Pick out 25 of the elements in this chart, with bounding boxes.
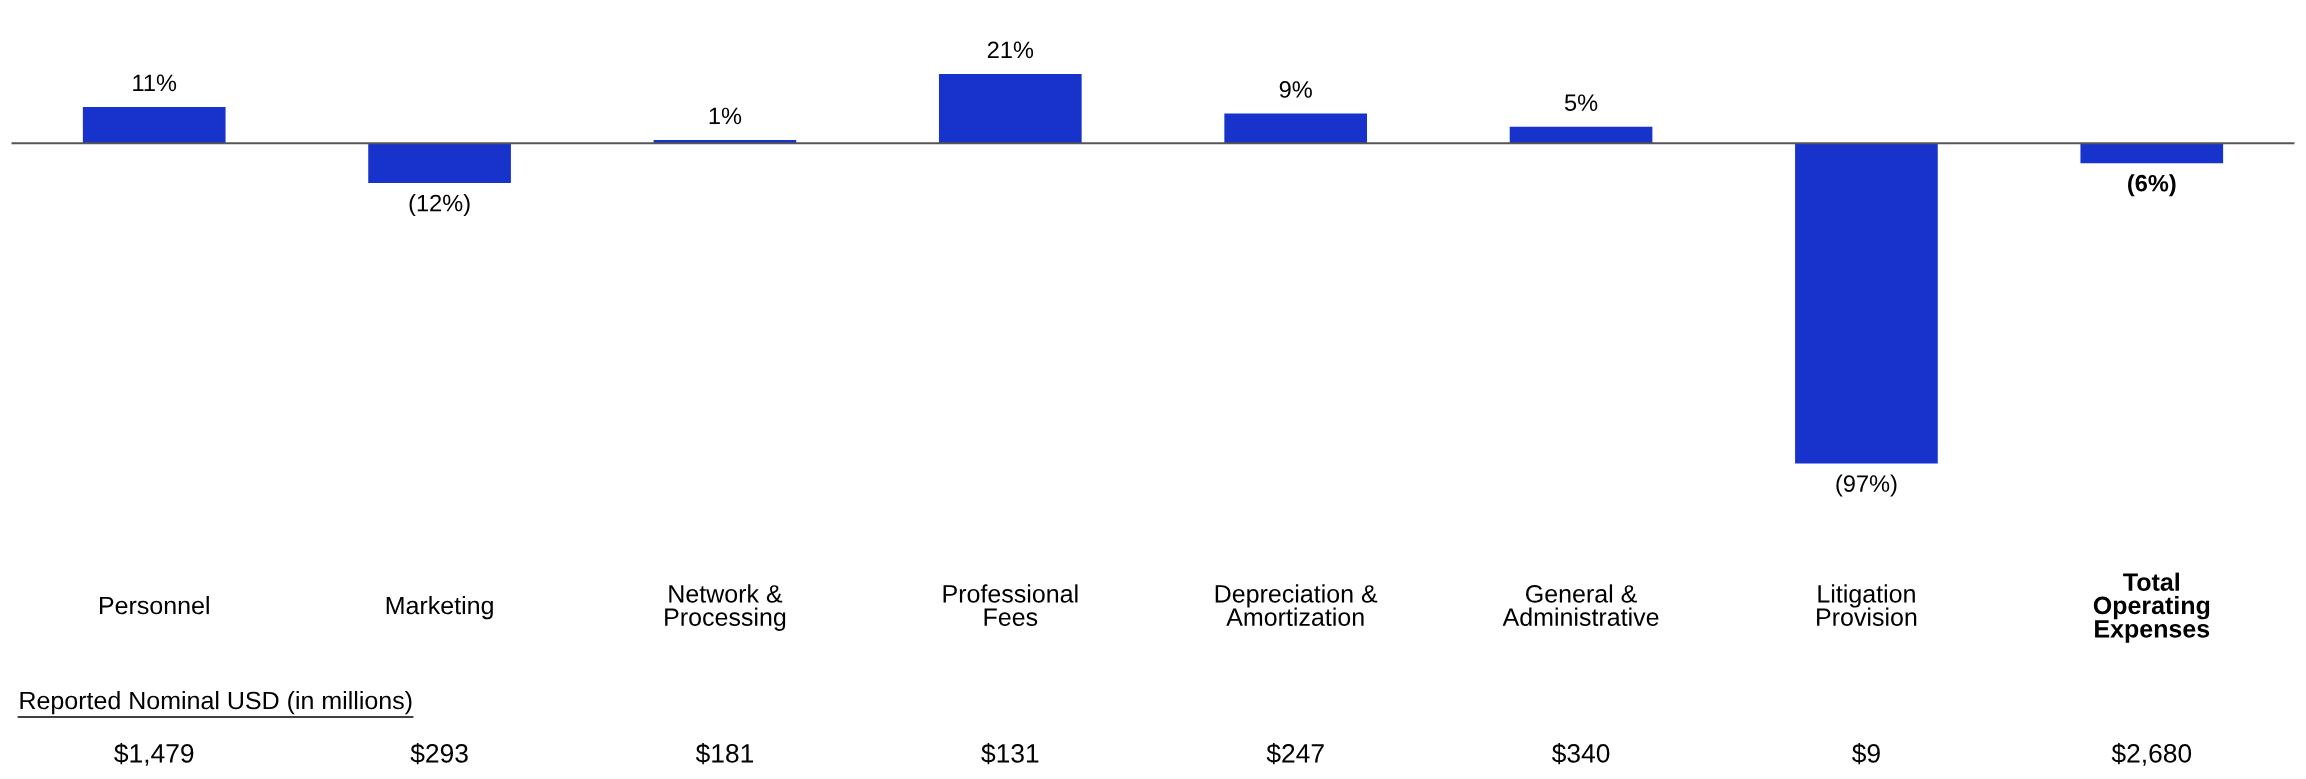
text: Reported Nominal USD (in millions) (20, 691, 412, 715)
text: $1,479 (114, 742, 194, 766)
x-tick-label: Litigation Provision (1817, 584, 1917, 626)
x-tick-label: Marketing (386, 595, 493, 620)
text: $340 (1551, 742, 1610, 765)
data-label: (6%) (2128, 174, 2176, 197)
data-label: 11% (133, 74, 177, 92)
text: $181 (695, 742, 754, 765)
x-tick-label: Depreciation & Amortization (1215, 584, 1378, 626)
data-label: 5% (1564, 94, 1598, 112)
x-tick-label: Personnel (99, 595, 209, 615)
data-label: (97%) (1836, 474, 1897, 497)
data-label: 1% (709, 107, 742, 125)
data-label: 9% (1279, 81, 1312, 98)
text: $131 (981, 742, 1039, 765)
data-label: (12%) (409, 194, 470, 217)
text: $9 (1852, 742, 1880, 765)
x-tick-label: General & Administrative (1502, 584, 1659, 626)
x-tick-label: Professional Fees (943, 584, 1078, 626)
text: $293 (410, 742, 468, 765)
text: $247 (1266, 742, 1324, 765)
text: $2,680 (2111, 742, 2192, 766)
x-tick-label: Network & Processing (665, 584, 786, 631)
x-tick-label: Total Operating Expenses (2093, 572, 2210, 643)
data-label: 21% (987, 41, 1034, 59)
